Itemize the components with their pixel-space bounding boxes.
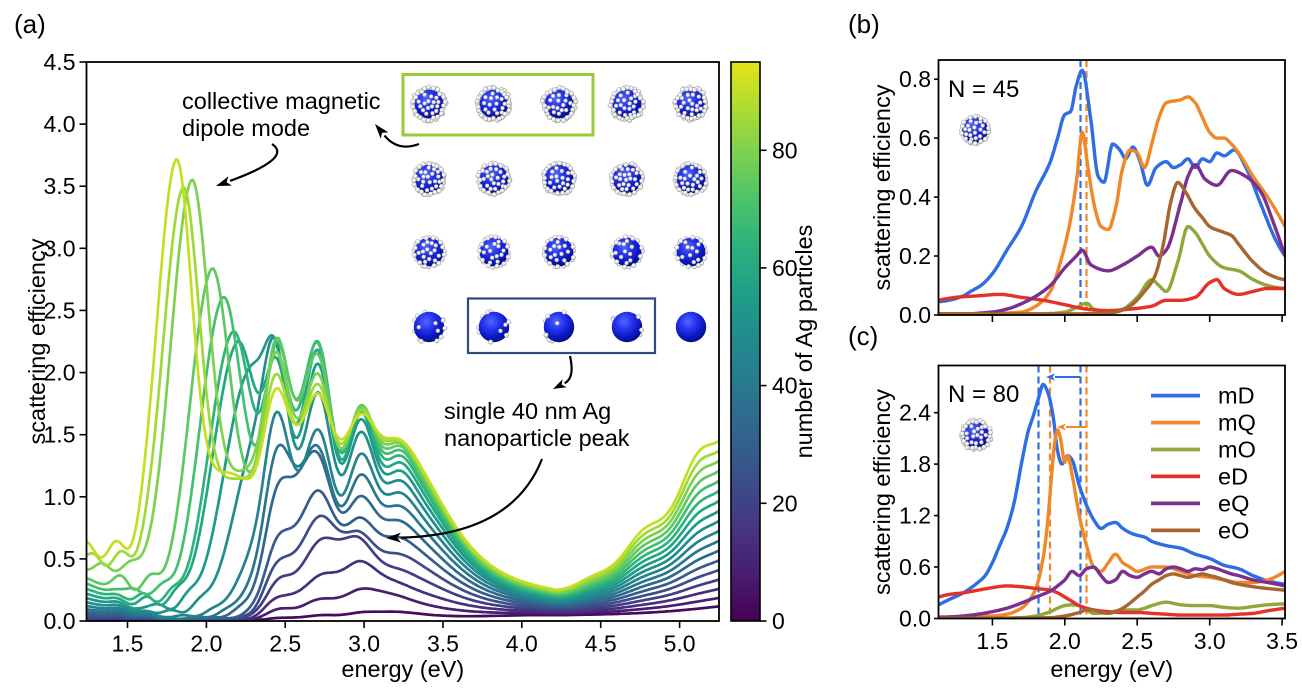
svg-text:0: 0	[772, 608, 785, 634]
svg-text:3.5: 3.5	[44, 173, 76, 199]
svg-text:mQ: mQ	[1218, 410, 1256, 436]
svg-text:dipole mode: dipole mode	[182, 115, 310, 141]
svg-text:0.4: 0.4	[899, 184, 931, 210]
svg-text:nanoparticle peak: nanoparticle peak	[444, 425, 630, 451]
svg-text:N = 80: N = 80	[948, 381, 1019, 408]
svg-text:mD: mD	[1218, 383, 1255, 409]
svg-text:2.0: 2.0	[44, 360, 76, 386]
svg-text:60: 60	[772, 255, 798, 281]
svg-text:4.5: 4.5	[44, 49, 76, 75]
svg-text:0.5: 0.5	[44, 546, 76, 572]
svg-text:2.4: 2.4	[899, 400, 931, 426]
svg-text:3.0: 3.0	[44, 235, 76, 261]
svg-text:0.6: 0.6	[899, 554, 931, 580]
svg-text:scattering efficiency: scattering efficiency	[24, 238, 50, 444]
svg-text:5.0: 5.0	[664, 631, 696, 657]
svg-text:collective magnetic: collective magnetic	[182, 88, 381, 114]
svg-text:3.0: 3.0	[1194, 628, 1226, 654]
svg-text:energy (eV): energy (eV)	[341, 656, 464, 682]
svg-text:1.5: 1.5	[976, 628, 1008, 654]
svg-text:energy (eV): energy (eV)	[1050, 656, 1173, 682]
svg-text:1.8: 1.8	[899, 451, 931, 477]
svg-text:1.0: 1.0	[44, 484, 76, 510]
svg-text:(a): (a)	[14, 9, 46, 39]
svg-text:2.5: 2.5	[1121, 628, 1153, 654]
svg-text:40: 40	[772, 373, 798, 399]
svg-text:scattering efficiency: scattering efficiency	[869, 389, 895, 595]
svg-text:eD: eD	[1218, 463, 1248, 489]
svg-text:2.0: 2.0	[190, 631, 222, 657]
svg-text:2.5: 2.5	[44, 297, 76, 323]
svg-text:1.5: 1.5	[112, 631, 144, 657]
svg-text:4.0: 4.0	[44, 111, 76, 137]
svg-text:eQ: eQ	[1218, 490, 1249, 516]
svg-text:2.5: 2.5	[269, 631, 301, 657]
svg-text:1.5: 1.5	[44, 422, 76, 448]
svg-text:4.0: 4.0	[506, 631, 538, 657]
svg-text:3.0: 3.0	[348, 631, 380, 657]
svg-text:0.8: 0.8	[899, 66, 931, 92]
svg-text:N = 45: N = 45	[948, 76, 1019, 103]
svg-text:number of Ag particles: number of Ag particles	[791, 225, 817, 459]
svg-text:1.2: 1.2	[899, 503, 931, 529]
svg-text:2.0: 2.0	[1049, 628, 1081, 654]
svg-text:4.5: 4.5	[585, 631, 617, 657]
svg-text:(c): (c)	[848, 321, 878, 351]
svg-text:(b): (b)	[848, 9, 880, 39]
svg-text:single 40 nm Ag: single 40 nm Ag	[444, 398, 611, 424]
svg-text:0.6: 0.6	[899, 125, 931, 151]
svg-text:3.5: 3.5	[1266, 628, 1298, 654]
svg-text:20: 20	[772, 490, 798, 516]
svg-text:mO: mO	[1218, 437, 1256, 463]
svg-text:80: 80	[772, 137, 798, 163]
svg-text:3.5: 3.5	[427, 631, 459, 657]
svg-text:0.2: 0.2	[899, 243, 931, 269]
svg-text:0.0: 0.0	[44, 608, 76, 634]
svg-text:scattering efficiency: scattering efficiency	[869, 84, 895, 290]
svg-text:0.0: 0.0	[899, 302, 931, 328]
svg-text:0.0: 0.0	[899, 606, 931, 632]
svg-text:eO: eO	[1218, 517, 1249, 543]
